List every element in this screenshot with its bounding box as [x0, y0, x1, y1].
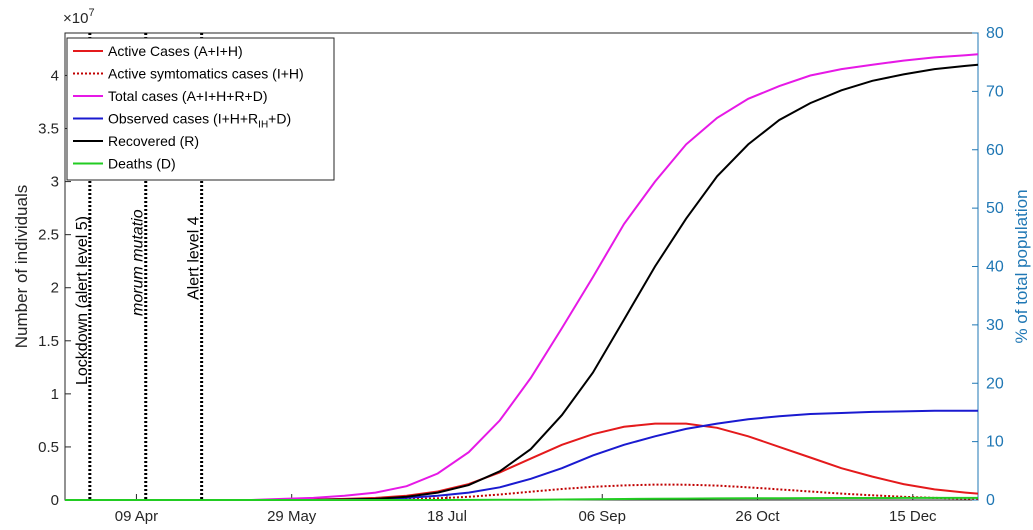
- y-tick-label: 2.5: [38, 227, 59, 244]
- y-tick-label: 3: [51, 174, 59, 191]
- legend-label: Total cases (A+I+H+R+D): [108, 88, 268, 104]
- x-tick-label: 29 May: [267, 508, 317, 525]
- y-tick-label: 1: [51, 386, 59, 403]
- legend-label-part: Recovered (R): [108, 133, 199, 149]
- legend-label-part: Deaths (D): [108, 156, 176, 172]
- legend-label-part: Observed cases (I+H+R: [108, 111, 258, 127]
- event-label: Alert level 4: [186, 216, 203, 300]
- y2-tick-label: 30: [986, 317, 1004, 334]
- y2-tick-label: 70: [986, 83, 1004, 100]
- y-multiplier: ×107: [63, 7, 95, 27]
- series-line: [65, 496, 978, 501]
- y2-tick-label: 60: [986, 142, 1004, 159]
- legend-box: [66, 37, 335, 181]
- y-axis-label: Number of individuals: [12, 185, 31, 348]
- y-tick-label: 3.5: [38, 121, 59, 138]
- legend-label: Active symtomatics cases (I+H): [108, 66, 304, 82]
- y-tick-label: 1.5: [38, 333, 59, 350]
- y-tick-label: 2: [51, 280, 59, 297]
- x-tick-label: 15 Dec: [889, 508, 937, 525]
- y2-tick-label: 20: [986, 375, 1004, 392]
- x-tick-label: 09 Apr: [115, 508, 158, 525]
- y2-tick-label: 50: [986, 200, 1004, 217]
- y-tick-label: 0: [51, 492, 59, 509]
- x-tick-label: 18 Jul: [427, 508, 467, 525]
- y2-axis-label: % of total population: [1012, 189, 1031, 343]
- legend-label-part: Active symtomatics cases (I+H): [108, 66, 304, 82]
- series-line: [65, 483, 979, 501]
- y-tick-label: 4: [51, 67, 59, 84]
- event-label: morum mutatio: [130, 209, 147, 316]
- legend-label-part: IH: [258, 120, 268, 131]
- x-tick-label: 26 Oct: [735, 508, 780, 525]
- x-tick-label: 06 Sep: [578, 508, 626, 525]
- event-label: Lockdown (alert level 5): [74, 216, 91, 385]
- y-multiplier-exponent: 7: [88, 7, 94, 19]
- y-multiplier-base: ×10: [63, 10, 88, 27]
- y2-tick-label: 80: [986, 25, 1004, 42]
- legend-label-part: +D): [268, 111, 291, 127]
- legend-label: Active Cases (A+I+H): [108, 43, 243, 59]
- legend-label: Recovered (R): [108, 133, 199, 149]
- legend-label-part: Total cases (A+I+H+R+D): [108, 88, 268, 104]
- y2-tick-label: 10: [986, 434, 1004, 451]
- legend-label: Deaths (D): [108, 156, 176, 172]
- y-tick-label: 0.5: [38, 439, 59, 456]
- y2-tick-label: 40: [986, 259, 1004, 276]
- legend-label: Observed cases (I+H+RIH+D): [108, 111, 291, 131]
- legend-label-part: Active Cases (A+I+H): [108, 43, 243, 59]
- y2-tick-label: 0: [986, 492, 995, 509]
